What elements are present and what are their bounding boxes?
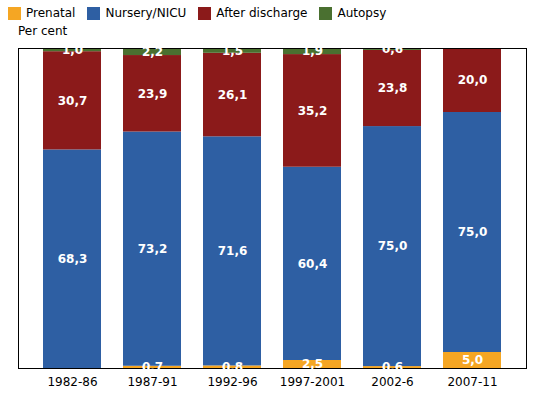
svg-text:2,5: 2,5	[302, 357, 323, 371]
html-text:Autopsy: Autopsy	[337, 6, 387, 20]
html-text:After discharge: After discharge	[216, 6, 308, 20]
svg-text:0,8: 0,8	[222, 360, 243, 374]
svg-text:68,3: 68,3	[58, 252, 88, 266]
svg-text:1997-2001: 1997-2001	[280, 375, 345, 389]
svg-text:0,7: 0,7	[142, 360, 163, 374]
svg-text:35,2: 35,2	[298, 104, 328, 118]
svg-text:2002-6: 2002-6	[371, 375, 414, 389]
svg-text:0,6: 0,6	[382, 42, 403, 56]
svg-text:1992-96: 1992-96	[207, 375, 257, 389]
svg-text:2,2: 2,2	[142, 45, 163, 59]
svg-text:0,6: 0,6	[382, 360, 403, 374]
svg-text:75,0: 75,0	[458, 225, 488, 239]
svg-text:2007-11: 2007-11	[447, 375, 497, 389]
svg-text:26,1: 26,1	[218, 88, 248, 102]
svg-text:75,0: 75,0	[378, 239, 408, 253]
svg-text:20,0: 20,0	[458, 73, 488, 87]
svg-text:23,9: 23,9	[138, 87, 168, 101]
html-text:Prenatal: Prenatal	[26, 6, 76, 20]
svg-text:1987-91: 1987-91	[127, 375, 177, 389]
svg-text:5,0: 5,0	[462, 353, 483, 367]
svg-text:1,9: 1,9	[302, 44, 323, 58]
svg-text:1,5: 1,5	[222, 44, 243, 58]
svg-text:60,4: 60,4	[298, 257, 328, 271]
svg-text:73,2: 73,2	[138, 242, 168, 256]
svg-text:1,0: 1,0	[62, 43, 83, 57]
svg-text:1982-86: 1982-86	[47, 375, 97, 389]
svg-text:23,8: 23,8	[378, 81, 408, 95]
svg-text:71,6: 71,6	[218, 244, 248, 258]
svg-text:30,7: 30,7	[58, 94, 88, 108]
html-text:Per cent: Per cent	[18, 24, 68, 38]
html-text:Nursery/NICU: Nursery/NICU	[105, 6, 187, 20]
